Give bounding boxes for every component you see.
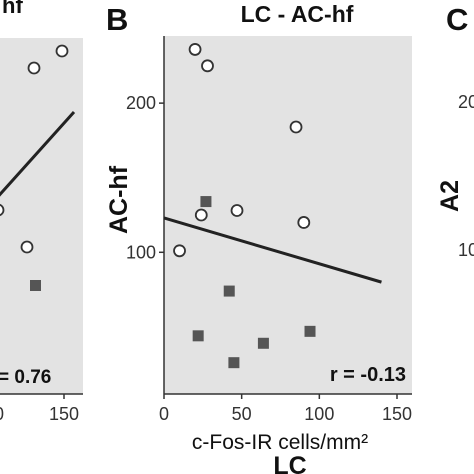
point-open-circle (297, 216, 311, 229)
x-axis-unit-label: c-Fos-IR cells/mm² (192, 431, 368, 454)
left-r-annotation: = 0.76 (0, 367, 51, 388)
point-filled-square (257, 337, 269, 349)
x-tick-label: 150 (382, 404, 412, 424)
left-point-open (20, 240, 34, 254)
left-x-tick-label: 0 (0, 404, 4, 424)
x-tick-label: 100 (304, 404, 334, 424)
right-y-axis-title: A2 (436, 180, 464, 212)
y-tick-label: 200 (126, 93, 156, 113)
panel-letter: B (106, 2, 128, 37)
x-axis-title: LC (273, 452, 306, 474)
x-ticks: 0 50 100 150 (159, 394, 412, 424)
point-open-circle (173, 244, 186, 258)
left-point-open (0, 203, 5, 217)
point-filled-square (200, 196, 212, 208)
right-y-tick-label: 10 (458, 240, 474, 260)
left-point-open (55, 44, 69, 58)
left-panel: hf = 0.76 0 150 (0, 0, 83, 424)
point-filled-square (304, 325, 316, 337)
right-panel-letter: C (446, 2, 468, 37)
point-filled-square (228, 357, 240, 369)
right-panel: C A2 20 10 (436, 2, 474, 260)
left-title-fragment: hf (2, 0, 23, 18)
right-y-tick-label: 20 (458, 92, 474, 112)
left-x-tick-label: 150 (49, 404, 79, 424)
left-regression-line (0, 110, 76, 197)
regression (163, 216, 382, 284)
y-axis-title: AC-hf (105, 165, 133, 234)
data-points (173, 43, 316, 369)
point-open-circle (188, 43, 202, 56)
point-filled-square (192, 330, 204, 342)
left-point-square (30, 280, 41, 291)
point-open-circle (194, 208, 208, 222)
x-tick-label: 50 (232, 404, 252, 424)
x-tick-label: 0 (159, 404, 169, 424)
r-annotation: r = -0.13 (330, 364, 406, 386)
left-point-open (27, 61, 41, 75)
left-plot-area (0, 38, 83, 394)
y-tick-label: 100 (126, 242, 156, 262)
point-open-circle (230, 204, 244, 217)
y-ticks: 100 200 (126, 93, 164, 262)
point-open-circle (289, 120, 303, 134)
point-open-circle (201, 59, 214, 73)
chart-title: LC - AC-hf (241, 1, 354, 27)
regression-line (163, 216, 382, 284)
point-filled-square (223, 285, 235, 297)
